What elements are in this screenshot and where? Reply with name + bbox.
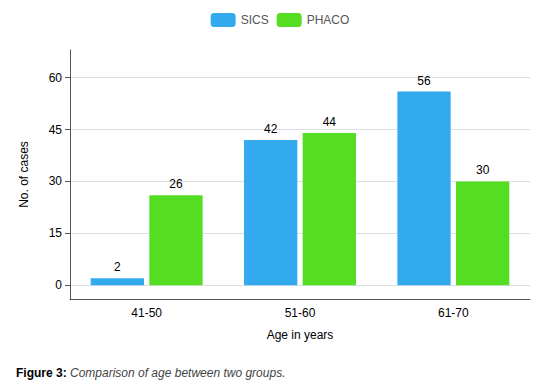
svg-text:61-70: 61-70 [438,306,469,320]
svg-text:PHACO: PHACO [307,13,350,27]
svg-text:51-60: 51-60 [285,306,316,320]
svg-text:56: 56 [417,74,431,88]
svg-text:15: 15 [49,226,63,240]
svg-text:60: 60 [49,71,63,85]
svg-text:2: 2 [114,260,121,274]
svg-text:SICS: SICS [241,13,269,27]
svg-text:No. of cases: No. of cases [17,141,31,208]
svg-text:26: 26 [169,177,183,191]
svg-text:44: 44 [323,115,337,129]
svg-text:41-50: 41-50 [131,306,162,320]
svg-text:45: 45 [49,123,63,137]
svg-text:Figure 3:: Figure 3: [16,366,67,380]
svg-text:30: 30 [476,163,490,177]
svg-text:30: 30 [49,174,63,188]
svg-text:Age in years: Age in years [267,328,334,342]
svg-text:42: 42 [264,122,278,136]
svg-text:Comparison of age between two: Comparison of age between two groups. [70,366,285,380]
svg-text:0: 0 [55,278,62,292]
